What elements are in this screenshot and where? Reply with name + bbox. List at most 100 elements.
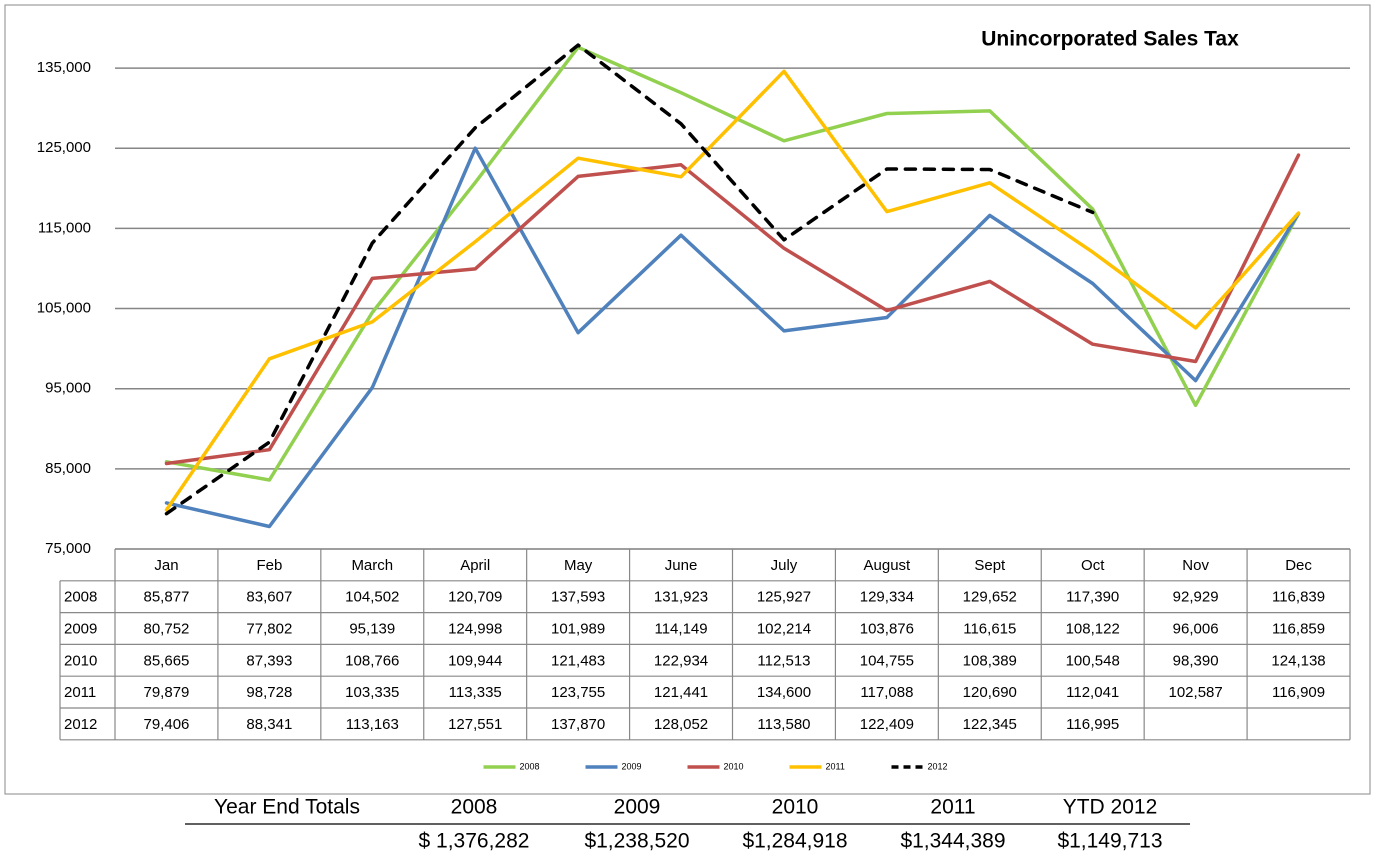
y-tick-label: 75,000: [45, 540, 91, 557]
table-value: 121,483: [551, 652, 605, 669]
table-value: 120,709: [448, 589, 502, 606]
x-tick-label: June: [665, 557, 698, 574]
table-value: 109,944: [448, 652, 502, 669]
y-tick-label: 135,000: [37, 59, 91, 76]
table-value: 121,441: [654, 684, 708, 701]
y-tick-label: 125,000: [37, 139, 91, 156]
table-value: 116,909: [1272, 684, 1325, 701]
totals-header: 2011: [930, 796, 975, 819]
table-value: 108,122: [1066, 620, 1120, 637]
table-value: 113,580: [757, 716, 810, 733]
series-line: [164, 43, 1095, 516]
x-tick-label: March: [351, 557, 393, 574]
table-value: 117,390: [1066, 589, 1119, 606]
legend-label: 2010: [724, 761, 744, 771]
table-value: 113,163: [346, 716, 399, 733]
table-value: 134,600: [757, 684, 811, 701]
table-value: 96,006: [1173, 620, 1219, 637]
x-tick-label: August: [864, 557, 912, 574]
legend-label: 2008: [520, 761, 540, 771]
table-value: 116,615: [963, 620, 1016, 637]
legend-label: 2011: [826, 761, 845, 771]
y-tick-label: 115,000: [38, 219, 91, 236]
chart-frame: [4, 4, 1371, 795]
table-value: 95,139: [349, 620, 395, 637]
series-line: [164, 153, 1301, 466]
x-tick-label: Dec: [1285, 557, 1312, 574]
table-value: 122,345: [963, 716, 1017, 733]
totals-header: 2009: [614, 796, 661, 819]
row-label: 2012: [64, 716, 97, 733]
totals-value: $1,344,389: [900, 830, 1005, 853]
table-value: 108,389: [963, 652, 1017, 669]
table-value: 123,755: [551, 684, 605, 701]
row-label: 2011: [64, 684, 96, 701]
row-label: 2009: [64, 620, 97, 637]
series-line: [164, 69, 1301, 512]
table-value: 137,593: [551, 589, 605, 606]
table-value: 116,839: [1272, 589, 1325, 606]
table-value: 131,923: [654, 589, 708, 606]
series-line: [164, 146, 1301, 529]
table-value: 102,587: [1169, 684, 1223, 701]
table-value: 101,989: [551, 620, 605, 637]
table-value: 83,607: [246, 589, 292, 606]
table-value: 112,041: [1066, 684, 1119, 701]
table-value: 116,995: [1066, 716, 1119, 733]
totals-value: $1,284,918: [742, 830, 847, 853]
table-value: 98,390: [1173, 652, 1219, 669]
table-value: 85,665: [144, 652, 190, 669]
table-value: 104,502: [345, 589, 399, 606]
table-value: 103,335: [345, 684, 399, 701]
table-value: 80,752: [144, 620, 190, 637]
totals-header: YTD 2012: [1063, 796, 1158, 819]
table-value: 112,513: [757, 652, 810, 669]
series-line: [164, 45, 1301, 482]
table-value: 129,334: [860, 589, 914, 606]
table-value: 85,877: [144, 589, 190, 606]
y-tick-label: 85,000: [45, 460, 91, 477]
y-tick-label: 105,000: [37, 300, 91, 317]
table-value: 124,138: [1271, 652, 1325, 669]
row-label: 2008: [64, 589, 97, 606]
table-value: 102,214: [757, 620, 811, 637]
x-tick-label: Feb: [256, 557, 282, 574]
table-value: 87,393: [246, 652, 292, 669]
table-value: 103,876: [860, 620, 914, 637]
y-tick-label: 95,000: [45, 380, 91, 397]
legend-label: 2009: [622, 761, 642, 771]
table-value: 116,859: [1272, 620, 1325, 637]
table-value: 117,088: [860, 684, 913, 701]
x-tick-label: Jan: [154, 557, 178, 574]
x-tick-label: Nov: [1182, 557, 1209, 574]
table-value: 77,802: [246, 620, 292, 637]
table-value: 98,728: [246, 684, 292, 701]
table-value: 125,927: [757, 589, 811, 606]
table-value: 122,934: [654, 652, 708, 669]
legend-label: 2012: [928, 761, 948, 771]
table-value: 114,149: [654, 620, 707, 637]
table-value: 108,766: [345, 652, 399, 669]
row-label: 2010: [64, 652, 97, 669]
table-value: 120,690: [963, 684, 1017, 701]
x-tick-label: May: [564, 557, 593, 574]
x-tick-label: July: [771, 557, 798, 574]
table-value: 88,341: [246, 716, 292, 733]
table-value: 104,755: [860, 652, 914, 669]
table-value: 79,879: [144, 684, 190, 701]
table-value: 127,551: [448, 716, 502, 733]
x-tick-label: April: [460, 557, 490, 574]
chart-title: Unincorporated Sales Tax: [981, 28, 1239, 51]
totals-value: $1,149,713: [1057, 830, 1162, 853]
table-value: 124,998: [448, 620, 502, 637]
totals-value: $1,238,520: [584, 830, 689, 853]
x-tick-label: Oct: [1081, 557, 1105, 574]
totals-value: $ 1,376,282: [419, 830, 530, 853]
table-value: 113,335: [449, 684, 502, 701]
table-value: 128,052: [654, 716, 708, 733]
table-value: 100,548: [1066, 652, 1120, 669]
table-value: 122,409: [860, 716, 914, 733]
totals-header: 2008: [451, 796, 498, 819]
